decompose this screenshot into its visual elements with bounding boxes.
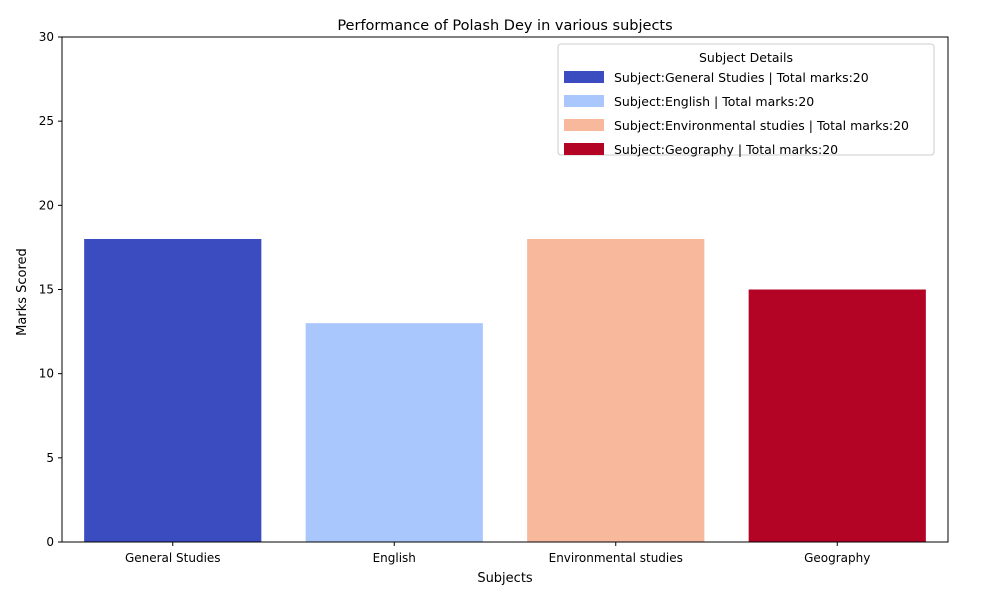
- legend-entry: Subject:Environmental studies | Total ma…: [614, 118, 909, 133]
- y-tick-label: 25: [39, 114, 54, 128]
- y-tick-label: 5: [46, 451, 54, 465]
- y-tick-label: 10: [39, 367, 54, 381]
- bar-environmental-studies: [527, 239, 705, 542]
- bars-layer: [84, 239, 926, 542]
- bar-geography: [748, 289, 926, 542]
- y-tick-label: 30: [39, 30, 54, 44]
- x-tick-label: English: [373, 551, 416, 565]
- legend-swatch: [564, 71, 604, 83]
- y-tick-label: 0: [46, 535, 54, 549]
- legend-entry: Subject:General Studies | Total marks:20: [614, 70, 869, 85]
- legend-title: Subject Details: [699, 50, 793, 65]
- x-axis-label: Subjects: [477, 571, 533, 586]
- legend-swatch: [564, 119, 604, 131]
- legend-entry: Subject:Geography | Total marks:20: [614, 142, 838, 157]
- x-tick-label: Environmental studies: [549, 551, 683, 565]
- bar-general-studies: [84, 239, 262, 542]
- legend-box: [557, 43, 935, 156]
- legend-swatch: [564, 143, 604, 155]
- bar-english: [305, 323, 483, 542]
- x-tick-label: Geography: [804, 551, 870, 565]
- chart-title: Performance of Polash Dey in various sub…: [337, 18, 672, 34]
- x-tick-label: General Studies: [125, 551, 221, 565]
- legend-swatch: [564, 95, 604, 107]
- legend-entry: Subject:English | Total marks:20: [614, 94, 814, 109]
- legend: Subject Details Subject:General Studies |…: [557, 43, 935, 157]
- axes-layer: General Studies English Environmental stud…: [39, 30, 949, 565]
- y-tick-label: 20: [39, 198, 54, 212]
- y-tick-label: 15: [39, 283, 54, 297]
- y-axis-label: Marks Scored: [15, 248, 30, 336]
